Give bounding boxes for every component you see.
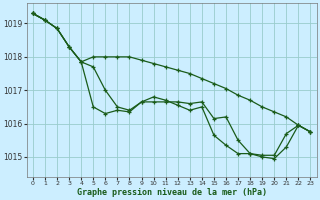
X-axis label: Graphe pression niveau de la mer (hPa): Graphe pression niveau de la mer (hPa) <box>77 188 267 197</box>
